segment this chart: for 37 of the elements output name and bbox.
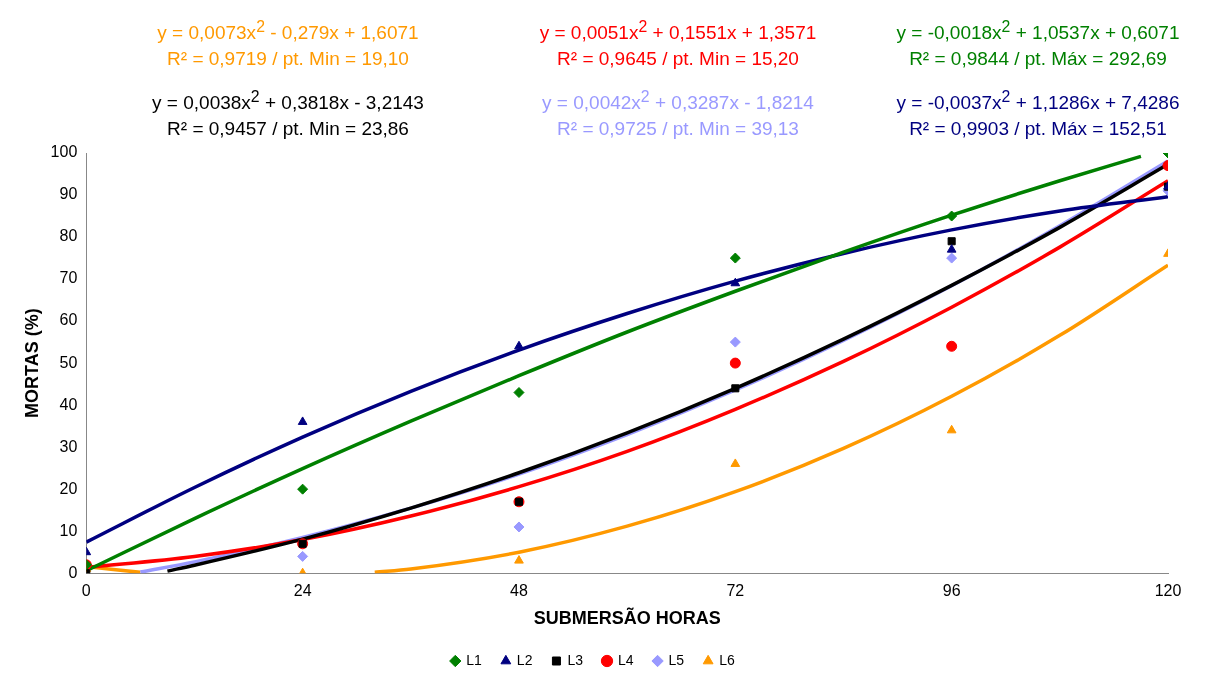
text: R² = 0,9725 / pt. Min = 39,13	[556, 118, 800, 140]
text: R² = 0,9645 / pt. Min = 15,20	[556, 48, 800, 70]
text: y = 0,0038x$^{2}$ + 0,3818x - 3,2143	[151, 88, 425, 115]
legend-label: L2	[516, 651, 533, 668]
legend-label: L1	[466, 651, 483, 668]
y-tick-label: 100	[50, 143, 78, 161]
x-tick-label: 72	[726, 582, 745, 600]
text: R² = 0,9903 / pt. Máx = 152,51	[908, 118, 1168, 140]
y-tick-label: 10	[59, 521, 78, 539]
text: y = 0,0073x$^{2}$ - 0,279x + 1,6071	[156, 18, 420, 45]
x-tick-label: 120	[1154, 582, 1182, 600]
x-tick-label: 24	[293, 582, 312, 600]
text: y = -0,0037x$^{2}$ + 1,1286x + 7,4286	[895, 88, 1181, 115]
legend-label: L6	[719, 651, 735, 668]
legend-label: L4	[618, 651, 634, 668]
x-axis-title: SUBMERSÃO HORAS	[533, 607, 721, 629]
text: R² = 0,9844 / pt. Máx = 292,69	[908, 48, 1168, 70]
x-tick-label: 0	[81, 582, 91, 600]
legend-label: L5	[668, 651, 685, 668]
y-tick-label: 80	[59, 227, 78, 245]
text: y = 0,0051x$^{2}$ + 0,1551x + 1,3571	[538, 18, 818, 45]
y-tick-label: 30	[59, 437, 78, 455]
y-tick-label: 20	[59, 479, 78, 497]
y-tick-label: 0	[68, 563, 78, 581]
y-tick-label: 90	[59, 185, 78, 203]
text: R² = 0,9457 / pt. Min = 23,86	[166, 118, 410, 140]
x-tick-label: 48	[510, 582, 528, 600]
y-tick-label: 50	[59, 353, 78, 371]
text: y = -0,0018x$^{2}$ + 1,0537x + 0,6071	[895, 18, 1181, 45]
text: y = 0,0042x$^{2}$ + 0,3287x - 1,8214	[541, 88, 815, 115]
legend-label: L3	[567, 651, 584, 668]
text: R² = 0,9719 / pt. Min = 19,10	[166, 48, 410, 70]
x-tick-label: 96	[942, 582, 961, 600]
y-tick-label: 40	[59, 395, 78, 413]
y-tick-label: 70	[59, 269, 78, 287]
y-axis-title: MORTAS (%)	[21, 308, 42, 418]
y-tick-label: 60	[59, 311, 78, 329]
